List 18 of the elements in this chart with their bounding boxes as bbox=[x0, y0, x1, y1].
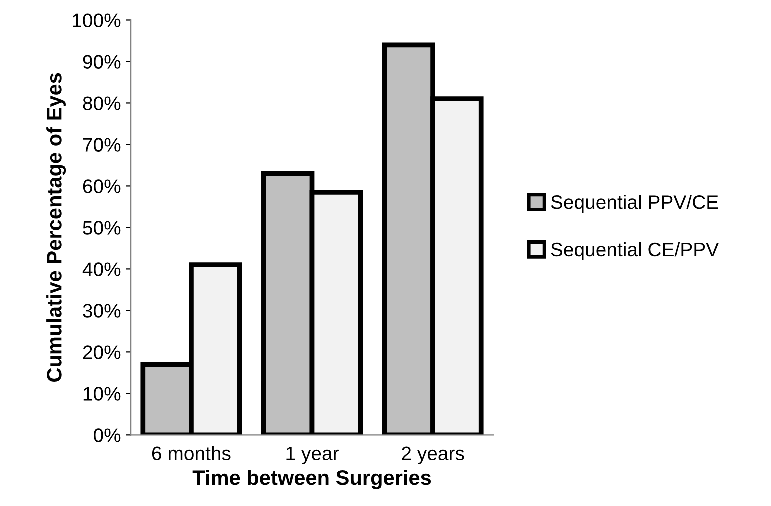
x-tick-label: 6 months bbox=[152, 446, 231, 461]
y-tick-label: 30% bbox=[83, 304, 121, 318]
x-axis-title: Time between Surgeries bbox=[192, 470, 432, 490]
legend-label: Sequential CE/PPV bbox=[551, 242, 719, 261]
y-tick-label: 10% bbox=[84, 387, 121, 401]
y-axis-title: Cumulative Percentage of Eyes bbox=[46, 73, 66, 382]
y-tick-label: 80% bbox=[83, 96, 121, 110]
y-tick-label: 50% bbox=[83, 221, 121, 235]
y-tick-label: 100% bbox=[73, 14, 121, 28]
y-tick-label: 0% bbox=[94, 428, 121, 442]
x-tick-label: 2 years bbox=[402, 446, 464, 464]
x-tick-label: 1 year bbox=[286, 446, 339, 464]
legend-label: Sequential PPV/CE bbox=[551, 194, 718, 214]
y-tick-label: 70% bbox=[83, 138, 121, 152]
y-tick-label: 60% bbox=[83, 180, 121, 194]
y-tick-label: 90% bbox=[83, 55, 121, 69]
y-tick-label: 20% bbox=[83, 346, 121, 360]
y-tick-label: 40% bbox=[82, 262, 121, 276]
